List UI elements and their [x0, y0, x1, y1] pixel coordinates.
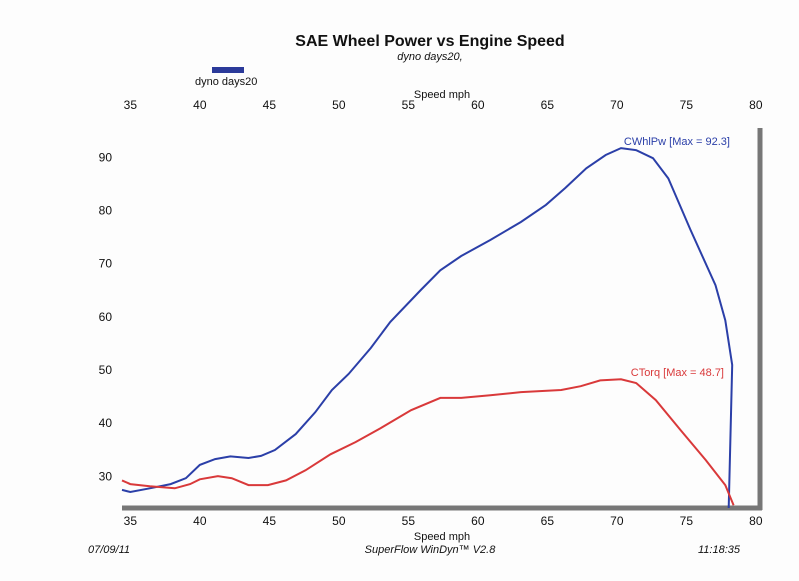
x-tick-label-top: 65: [541, 98, 555, 112]
x-tick-label: 65: [541, 514, 555, 528]
x-tick-label-top: 80: [749, 98, 763, 112]
y-tick-label: 60: [99, 310, 113, 324]
x-tick-label: 35: [124, 514, 138, 528]
x-tick-label-top: 75: [680, 98, 694, 112]
x-tick-label: 45: [263, 514, 277, 528]
legend-swatch: [212, 67, 244, 73]
y-tick-label: 30: [99, 469, 113, 483]
series-annotation: CTorq [Max = 48.7]: [631, 367, 724, 379]
x-tick-label-top: 50: [332, 98, 346, 112]
x-tick-label-top: 45: [263, 98, 277, 112]
y-tick-label: 50: [99, 363, 113, 377]
y-tick-label: 90: [99, 150, 113, 164]
series-line: [121, 147, 734, 509]
footer-date: 07/09/11: [88, 544, 130, 556]
x-tick-label: 55: [402, 514, 416, 528]
x-tick-label-top: 70: [610, 98, 624, 112]
footer-software: SuperFlow WinDyn™ V2.8: [365, 544, 497, 556]
y-tick-label: 70: [99, 257, 113, 271]
x-tick-label: 40: [193, 514, 207, 528]
chart-title: SAE Wheel Power vs Engine Speed: [295, 33, 564, 50]
y-tick-label: 80: [99, 203, 113, 217]
legend-label: dyno days20: [195, 76, 257, 88]
x-tick-label: 60: [471, 514, 485, 528]
x-tick-label: 80: [749, 514, 763, 528]
x-tick-label: 50: [332, 514, 346, 528]
series-annotation: CWhlPw [Max = 92.3]: [624, 136, 730, 148]
x-axis-title-top: Speed mph: [414, 89, 470, 101]
y-tick-label: 40: [99, 416, 113, 430]
x-tick-label-top: 55: [402, 98, 416, 112]
x-tick-label: 70: [610, 514, 624, 528]
series-line: [121, 378, 735, 506]
x-tick-label-top: 40: [193, 98, 207, 112]
x-tick-label: 75: [680, 514, 694, 528]
chart-subtitle: dyno days20,: [397, 51, 462, 63]
x-tick-label-top: 35: [124, 98, 138, 112]
x-axis-title: Speed mph: [414, 531, 470, 543]
x-tick-label-top: 60: [471, 98, 485, 112]
footer-time: 11:18:35: [698, 544, 741, 556]
